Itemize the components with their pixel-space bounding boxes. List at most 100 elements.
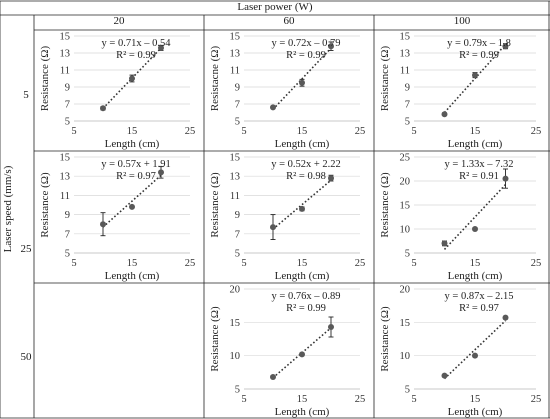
y-tick-label: 9: [65, 83, 70, 94]
plot-panel-r2c2: 5 10 15 20 5 15 25 Length (cm) Resistance (Ω) y =…: [379, 285, 541, 419]
data-point: [270, 374, 276, 380]
y-tick-label: 10: [400, 225, 411, 236]
y-tick-label: 5: [405, 385, 410, 396]
data-point: [270, 104, 276, 111]
x-tick-label: 15: [297, 394, 308, 405]
x-axis-label: Length (cm): [105, 138, 160, 150]
y-tick-label: 13: [230, 172, 241, 183]
x-axis-label: Length (cm): [275, 138, 330, 150]
y-tick-label: 5: [235, 117, 240, 128]
y-tick-label: 13: [60, 49, 71, 60]
plot-panel-r0c2: 5 7 9 11 13 15 5 15 25 Length (cm) Resistance (Ω) y…: [379, 32, 541, 151]
y-tick-label: 5: [235, 249, 240, 260]
plot-panel-r0c0: 5 7 9 11 13 15 5 15 25 Length (cm) Resistance (Ω) y…: [39, 32, 195, 151]
trendline-equation: y = 0.71x – 0.54: [102, 38, 172, 49]
r-squared-label: R² = 0.91: [459, 171, 499, 182]
trendline: [443, 43, 507, 114]
y-tick-label: 5: [65, 249, 70, 260]
y-tick-label: 13: [230, 49, 241, 60]
y-tick-label: 20: [400, 285, 411, 296]
x-tick-label: 15: [470, 126, 481, 137]
x-axis-label: Length (cm): [275, 406, 330, 418]
y-tick-label: 11: [400, 66, 410, 77]
trendline: [443, 184, 507, 250]
trendline-equation: y = 1.33x – 7.32: [445, 159, 514, 170]
plot-panel-r1c1: 5 7 9 11 13 15 5 15 25 Length (cm) Resistance (Ω) y…: [209, 153, 365, 283]
y-tick-label: 15: [400, 318, 411, 329]
trendline-equation: y = 0.57x + 1.91: [101, 159, 171, 170]
y-tick-label: 7: [65, 229, 70, 240]
trendline-equation: y = 0.72x – 0.79: [272, 38, 341, 49]
x-axis-label: Length (cm): [105, 270, 160, 282]
plot-panel-r1c2: 5 10 15 20 25 5 15 25 Length (cm) Resistance (Ω) y…: [379, 153, 541, 283]
y-axis-label: Resistance (Ω): [39, 172, 51, 238]
data-point: [100, 105, 106, 112]
y-tick-label: 15: [400, 201, 411, 212]
x-tick-label: 5: [241, 394, 246, 405]
data-point: [472, 72, 478, 79]
y-tick-label: 20: [230, 285, 241, 296]
data-point: [472, 352, 478, 359]
x-axis-label: Length (cm): [275, 270, 330, 282]
data-point: [270, 224, 276, 231]
r-squared-label: R² = 0.97: [459, 303, 499, 314]
r-squared-label: R² = 0.98: [286, 171, 326, 182]
row-label-25: 25: [20, 243, 32, 255]
r-squared-label: R² = 0.99: [459, 50, 499, 61]
row-label-50: 50: [20, 351, 32, 363]
column-label-100: 100: [453, 15, 471, 27]
data-point: [441, 111, 448, 118]
column-label-20: 20: [113, 15, 125, 27]
data-point: [328, 175, 334, 182]
y-axis-label: Resistance (Ω): [209, 306, 221, 372]
y-tick-label: 7: [235, 100, 240, 111]
x-tick-label: 5: [241, 258, 246, 269]
x-tick-label: 15: [297, 258, 308, 269]
y-tick-label: 9: [405, 83, 410, 94]
trendline-equation: y = 0.79x – 1.8: [447, 38, 511, 49]
data-point: [100, 221, 106, 228]
r-squared-label: R² = 0.99: [286, 303, 326, 314]
y-tick-label: 9: [235, 210, 240, 221]
column-label-60: 60: [283, 15, 295, 27]
y-tick-label: 5: [405, 117, 410, 128]
x-tick-label: 25: [531, 258, 542, 269]
x-tick-label: 5: [71, 258, 76, 269]
data-point: [472, 226, 478, 232]
x-tick-label: 5: [71, 126, 76, 137]
column-header: Laser power (W): [237, 1, 313, 13]
y-tick-label: 20: [400, 177, 411, 188]
x-axis-label: Length (cm): [448, 270, 503, 282]
x-tick-label: 25: [185, 258, 196, 269]
y-tick-label: 5: [405, 249, 410, 260]
x-tick-label: 5: [411, 258, 416, 269]
y-tick-label: 9: [235, 83, 240, 94]
trendline: [272, 179, 332, 230]
y-tick-label: 15: [60, 153, 71, 164]
y-tick-label: 7: [405, 100, 410, 111]
row-label-5: 5: [23, 89, 29, 101]
y-tick-label: 9: [65, 210, 70, 221]
x-tick-label: 5: [411, 126, 416, 137]
row-header: Laser speed (mm/s): [2, 165, 14, 253]
x-tick-label: 15: [470, 394, 481, 405]
x-tick-label: 5: [411, 394, 416, 405]
x-tick-label: 25: [355, 258, 366, 269]
data-point: [502, 175, 509, 182]
data-point: [502, 43, 509, 50]
y-tick-label: 13: [400, 49, 411, 60]
y-tick-label: 7: [65, 100, 70, 111]
x-tick-label: 25: [531, 126, 542, 137]
data-point: [129, 203, 135, 210]
y-tick-label: 15: [400, 32, 411, 43]
plot-panel-r1c0: 5 7 9 11 13 15 5 15 25 Length (cm) Resistance (Ω) y…: [39, 153, 195, 283]
trendline-equation: y = 0.76x – 0.89: [272, 291, 341, 302]
y-tick-label: 15: [230, 318, 241, 329]
trendline-equation: y = 0.87x – 2.15: [445, 291, 514, 302]
data-point: [299, 351, 305, 358]
x-tick-label: 15: [127, 258, 138, 269]
y-tick-label: 5: [235, 385, 240, 396]
y-tick-label: 13: [60, 172, 71, 183]
x-tick-label: 25: [531, 394, 542, 405]
